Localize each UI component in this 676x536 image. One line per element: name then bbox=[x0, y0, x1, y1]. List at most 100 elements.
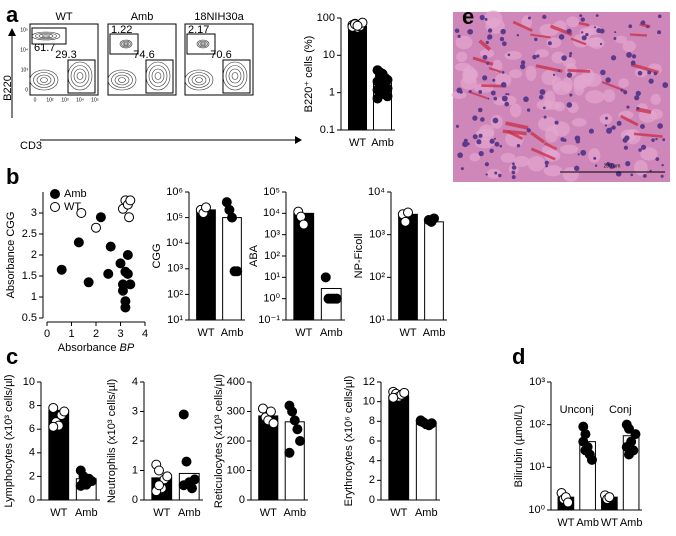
x-axis-label: Absorbance BP bbox=[58, 342, 135, 354]
nucleus bbox=[539, 89, 546, 95]
nucleus bbox=[588, 128, 594, 134]
cell bbox=[622, 40, 636, 52]
contour bbox=[114, 74, 130, 86]
data-point bbox=[91, 222, 101, 233]
nucleus bbox=[657, 14, 662, 19]
nucleus bbox=[610, 55, 617, 61]
nucleus bbox=[593, 156, 597, 160]
flow-y-tick: 10⁴ bbox=[20, 47, 28, 53]
y-tick-label: 2 bbox=[369, 474, 375, 486]
cell bbox=[509, 103, 522, 118]
x-tick-label: WT bbox=[197, 327, 214, 339]
y-tick-label: 10 bbox=[363, 396, 375, 408]
nucleus bbox=[628, 24, 633, 29]
contour bbox=[35, 32, 57, 40]
data-point bbox=[83, 277, 94, 288]
x-tick-label: 0 bbox=[44, 328, 50, 340]
contour bbox=[148, 65, 168, 87]
nucleus bbox=[569, 93, 573, 97]
y-tick-label: 10⁶ bbox=[166, 186, 183, 198]
nucleus bbox=[467, 28, 474, 35]
bar bbox=[320, 287, 342, 321]
nucleus bbox=[547, 41, 552, 46]
contour bbox=[154, 72, 162, 80]
nucleus bbox=[641, 144, 647, 150]
vessel bbox=[630, 62, 660, 75]
nucleus bbox=[557, 69, 561, 72]
nucleus bbox=[499, 36, 505, 42]
data-point bbox=[623, 423, 634, 434]
nucleus bbox=[480, 117, 485, 122]
data-point bbox=[86, 476, 97, 487]
data-point bbox=[73, 237, 84, 248]
y-tick-label: 1 bbox=[31, 291, 37, 303]
nucleus bbox=[613, 37, 617, 40]
nucleus bbox=[630, 60, 636, 66]
nucleus bbox=[566, 72, 573, 78]
nucleus bbox=[482, 75, 488, 81]
nucleus bbox=[622, 137, 628, 143]
y-tick-label: 10³ bbox=[369, 229, 385, 241]
data-point bbox=[426, 418, 437, 429]
x-tick-label: Amb bbox=[320, 327, 343, 339]
nucleus bbox=[630, 173, 634, 177]
y-tick-label: 100 bbox=[317, 12, 335, 24]
x-tick-label: Amb bbox=[371, 137, 394, 149]
contour bbox=[145, 61, 171, 91]
data-point bbox=[232, 266, 243, 277]
vessel bbox=[478, 39, 492, 52]
data-point bbox=[115, 258, 126, 269]
bar bbox=[284, 421, 305, 501]
x-tick-label: WT bbox=[295, 327, 312, 339]
cell bbox=[455, 35, 473, 50]
data-point bbox=[586, 454, 597, 465]
cell bbox=[525, 65, 537, 82]
cell bbox=[571, 118, 587, 127]
nucleus bbox=[484, 162, 489, 167]
nucleus bbox=[472, 134, 478, 140]
y-axis-label: Absorbance CGG bbox=[5, 212, 17, 299]
nucleus bbox=[581, 31, 584, 34]
y-axis-label: Lymphocytes (x10³ cells/µl) bbox=[3, 374, 15, 507]
nucleus bbox=[577, 153, 580, 156]
data-point bbox=[604, 492, 615, 503]
data-point bbox=[227, 212, 237, 223]
vessel bbox=[570, 37, 587, 46]
data-point bbox=[117, 285, 128, 296]
y-tick-label: 2 bbox=[29, 470, 35, 482]
y-tick-label: 10³ bbox=[264, 229, 280, 241]
contour bbox=[107, 69, 137, 91]
nucleus bbox=[566, 102, 573, 108]
data-point bbox=[287, 406, 298, 417]
vessel bbox=[567, 68, 591, 73]
panel-label: c bbox=[6, 344, 18, 369]
nucleus bbox=[482, 54, 488, 60]
cell bbox=[513, 155, 530, 167]
nucleus bbox=[605, 116, 608, 120]
gate-value: 61.7 bbox=[34, 42, 55, 54]
flow-x-tick: 10⁴ bbox=[76, 97, 84, 103]
nucleus bbox=[616, 120, 622, 126]
cell bbox=[551, 51, 566, 64]
flow-x-tick: 10³ bbox=[61, 97, 69, 103]
flow-y-label: B220 bbox=[2, 75, 14, 101]
flow-title: WT bbox=[55, 11, 72, 23]
y-tick-label: 8 bbox=[369, 415, 375, 427]
x-axis-label-text: Absorbance bbox=[58, 342, 117, 354]
contour bbox=[111, 72, 133, 88]
cell bbox=[508, 69, 523, 79]
nucleus bbox=[460, 167, 464, 171]
y-tick-label: 1.5 bbox=[22, 270, 37, 282]
x-tick-label: 3 bbox=[117, 328, 123, 340]
nucleus bbox=[527, 16, 531, 20]
x-axis-label-italic: BP bbox=[120, 342, 135, 354]
contour bbox=[38, 33, 54, 39]
bar bbox=[48, 409, 70, 501]
y-tick-label: 12 bbox=[363, 376, 375, 388]
flow-box bbox=[107, 23, 177, 96]
y-tick-label: 10² bbox=[264, 250, 280, 262]
legend-marker bbox=[50, 202, 60, 212]
cell bbox=[552, 81, 572, 96]
contour bbox=[124, 42, 128, 46]
legend-label: Amb bbox=[64, 188, 87, 200]
